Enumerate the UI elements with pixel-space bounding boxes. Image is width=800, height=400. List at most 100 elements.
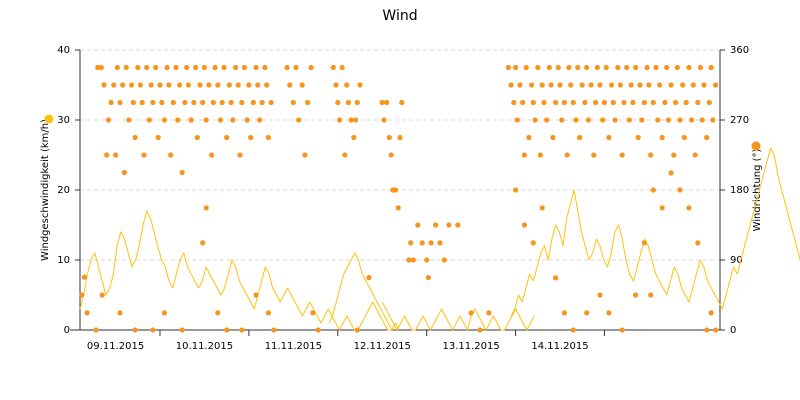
wind-direction-point	[584, 310, 590, 316]
wind-direction-point	[564, 152, 570, 158]
wind-direction-point	[419, 240, 425, 246]
x-tick-label: 11.11.2015	[265, 341, 322, 352]
wind-direction-point	[668, 170, 674, 176]
wind-direction-point	[539, 82, 545, 88]
wind-direction-point	[130, 99, 136, 106]
wind-direction-point	[477, 327, 483, 333]
wind-direction-point	[704, 327, 710, 333]
wind-direction-point	[228, 99, 234, 106]
wind-direction-point	[609, 82, 615, 88]
x-tick-label: 09.11.2015	[87, 341, 144, 352]
wind-direction-point	[689, 117, 695, 123]
wind-direction-point	[226, 82, 232, 88]
wind-direction-point	[141, 152, 147, 158]
wind-direction-point	[215, 310, 221, 316]
wind-direction-point	[650, 99, 656, 106]
wind-direction-point	[486, 310, 492, 316]
wind-direction-point	[561, 310, 568, 316]
wind-direction-point	[683, 99, 689, 106]
wind-direction-point	[121, 169, 127, 176]
wind-direction-point	[566, 64, 572, 71]
wind-direction-point	[535, 64, 541, 71]
wind-direction-point	[575, 64, 581, 71]
left-tick-label: 40	[57, 45, 70, 56]
wind-direction-point	[302, 152, 308, 158]
wind-direction-point	[265, 134, 271, 141]
wind-direction-point	[184, 64, 190, 71]
wind-direction-point	[437, 240, 443, 246]
wind-direction-point	[697, 64, 704, 71]
wind-direction-point	[271, 327, 277, 333]
wind-direction-point	[135, 64, 141, 71]
wind-direction-point	[200, 99, 206, 106]
wind-direction-point	[250, 99, 256, 106]
wind-direction-point	[692, 152, 698, 158]
wind-direction-point	[177, 82, 183, 88]
right-tick-label: 360	[730, 45, 749, 56]
wind-direction-point	[99, 292, 105, 298]
wind-direction-point	[537, 152, 544, 158]
chart-title: Wind	[382, 8, 417, 24]
wind-direction-point	[582, 99, 588, 106]
wind-direction-point	[221, 64, 227, 71]
wind-direction-point	[239, 99, 245, 106]
wind-direction-point	[633, 64, 639, 71]
wind-direction-point	[553, 275, 559, 281]
wind-direction-point	[137, 82, 143, 88]
wind-direction-point	[296, 117, 302, 123]
wind-direction-point	[120, 82, 126, 88]
wind-direction-point	[126, 117, 132, 123]
wind-direction-point	[179, 327, 185, 333]
wind-direction-point	[101, 82, 107, 88]
wind-direction-series	[79, 64, 719, 333]
wind-direction-point	[433, 222, 439, 228]
right-tick-label: 180	[730, 185, 749, 196]
wind-direction-point	[624, 64, 630, 71]
wind-direction-point	[244, 117, 250, 123]
wind-direction-point	[600, 117, 606, 123]
wind-direction-point	[630, 99, 636, 106]
wind-direction-point	[310, 310, 316, 316]
wind-direction-point	[406, 257, 412, 263]
wind-direction-point	[424, 257, 430, 263]
wind-direction-point	[662, 99, 668, 106]
wind-direction-point	[93, 327, 99, 333]
wind-direction-point	[557, 82, 563, 88]
wind-direction-point	[591, 152, 597, 158]
wind-direction-point	[148, 82, 154, 88]
wind-direction-point	[170, 99, 176, 106]
wind-direction-point	[197, 82, 203, 88]
wind-direction-point	[81, 274, 87, 280]
wind-direction-point	[257, 117, 263, 123]
wind-speed-line	[79, 210, 392, 331]
wind-speed-line	[381, 301, 535, 331]
wind-direction-point	[521, 152, 528, 158]
wind-direction-point	[379, 99, 385, 106]
wind-direction-point	[619, 327, 625, 333]
wind-direction-point	[514, 117, 520, 123]
wind-direction-point	[209, 152, 215, 158]
wind-direction-point	[357, 82, 363, 88]
wind-direction-point	[606, 134, 612, 141]
wind-direction-point	[259, 99, 265, 106]
right-axis-title: Windrichtung (°)	[752, 149, 763, 232]
wind-direction-point	[415, 222, 421, 228]
wind-direction-point	[265, 310, 271, 316]
x-ticks: 09.11.2015 10.11.2015 11.11.2015 12.11.2015…	[87, 330, 605, 352]
right-axis-series-marker	[751, 141, 761, 151]
wind-direction-point	[577, 134, 583, 141]
wind-direction-point	[287, 82, 293, 88]
wind-direction-point	[290, 99, 296, 106]
wind-direction-point	[708, 64, 714, 71]
wind-direction-point	[681, 134, 688, 141]
right-tick-label: 0	[730, 325, 736, 336]
wind-direction-point	[299, 82, 305, 88]
wind-direction-point	[619, 152, 625, 158]
wind-direction-point	[617, 82, 624, 88]
wind-direction-point	[597, 82, 603, 88]
wind-direction-point	[201, 64, 207, 71]
wind-direction-point	[511, 99, 517, 106]
x-tick-label: 10.11.2015	[176, 341, 233, 352]
wind-direction-point	[335, 99, 341, 106]
wind-direction-point	[206, 82, 212, 88]
